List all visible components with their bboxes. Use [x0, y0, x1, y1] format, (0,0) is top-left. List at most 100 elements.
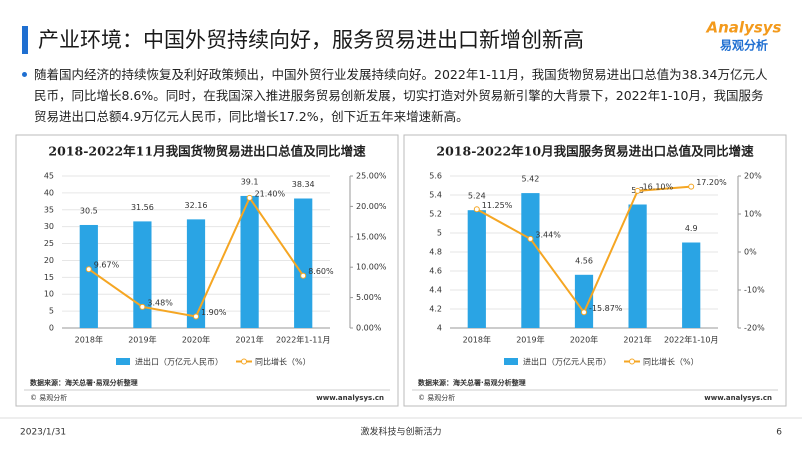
- y-tick-label: 35: [44, 205, 54, 214]
- line-marker: [581, 309, 587, 316]
- chart-frame: [403, 134, 787, 407]
- legend-label: 进出口（万亿元人民币）: [135, 357, 223, 367]
- x-tick-label: 2020年: [182, 335, 210, 345]
- y2-tick-label: 0.00%: [356, 324, 382, 333]
- y-tick-label: 30: [44, 222, 54, 231]
- y-tick-label: 15: [44, 273, 54, 282]
- legend-swatch: [241, 358, 247, 365]
- y-tick-label: 45: [44, 172, 54, 181]
- y-tick-label: 5: [437, 229, 442, 238]
- y-tick-label: 40: [44, 188, 54, 197]
- x-tick-label: 2019年: [516, 335, 544, 345]
- y2-tick-label: 10.00%: [356, 263, 387, 272]
- x-tick-label: 2021年: [235, 335, 263, 345]
- legend-swatch: [629, 358, 635, 365]
- y-tick-label: 25: [44, 239, 54, 248]
- line-label: 9.67%: [94, 261, 120, 270]
- bar-label: 39.1: [241, 177, 259, 186]
- bar: [240, 195, 259, 328]
- legend-swatch: [504, 358, 518, 365]
- x-tick-label: 2021年: [623, 335, 651, 345]
- y2-tick-label: 5.00%: [356, 293, 382, 302]
- chart-title: 2018-2022年11月我国货物贸易进出口总值及同比增速: [48, 144, 366, 159]
- y-tick-label: 4.8: [429, 248, 442, 257]
- legend-swatch: [116, 358, 130, 365]
- bar-label: 5.42: [521, 175, 539, 184]
- y-tick-label: 5.4: [429, 191, 442, 200]
- y-tick-label: 5.2: [429, 210, 442, 219]
- legend-label: 同比增长（%）: [643, 357, 699, 367]
- y-tick-label: 5: [49, 307, 54, 316]
- copyright: © 易观分析: [418, 393, 455, 402]
- footer-date: 2023/1/31: [20, 428, 66, 438]
- x-tick-label: 2022年1-11月: [276, 335, 331, 345]
- bar-label: 30.5: [80, 206, 98, 215]
- chart-frame: [15, 134, 399, 407]
- footer-slogan: 激发科技与创新活力: [360, 426, 441, 438]
- line-marker: [473, 206, 480, 213]
- line-label: 8.60%: [308, 267, 334, 276]
- bar: [574, 274, 594, 328]
- line-label: 3.44%: [535, 230, 561, 239]
- line-label: -15.87%: [589, 304, 623, 313]
- url: www.analysys.cn: [704, 394, 772, 402]
- y2-tick-label: 10%: [744, 210, 762, 219]
- line-label: 11.25%: [482, 201, 513, 210]
- y-tick-label: 0: [49, 324, 54, 333]
- line-marker: [139, 303, 146, 310]
- y-tick-label: 10: [44, 290, 54, 299]
- line-label: 16.10%: [643, 182, 674, 191]
- bullet-dot: [22, 72, 27, 77]
- y2-tick-label: 0%: [744, 248, 757, 257]
- bar: [628, 204, 647, 328]
- bar-label: 5.24: [468, 192, 486, 201]
- chart-title: 2018-2022年10月我国服务贸易进出口总值及同比增速: [436, 144, 754, 159]
- y2-tick-label: 25.00%: [356, 172, 387, 181]
- y2-tick-label: -10%: [744, 286, 765, 295]
- y2-tick-label: -20%: [744, 324, 765, 333]
- y2-tick-label: 20%: [744, 172, 762, 181]
- x-tick-label: 2020年: [570, 335, 598, 345]
- line-label: 17.20%: [696, 178, 727, 187]
- source: 数据来源：海关总署·易观分析整理: [30, 378, 138, 387]
- line-marker: [688, 183, 695, 190]
- line-label: 21.40%: [255, 189, 286, 198]
- x-tick-label: 2019年: [128, 335, 156, 345]
- url: www.analysys.cn: [316, 394, 384, 402]
- line-marker: [527, 235, 534, 242]
- y-tick-label: 5.6: [429, 172, 442, 181]
- bar-label: 4.9: [685, 224, 698, 233]
- x-tick-label: 2018年: [75, 335, 103, 345]
- y-tick-label: 4.6: [429, 267, 442, 276]
- bar: [682, 242, 701, 328]
- line-marker: [193, 313, 199, 320]
- page-number: 6: [776, 428, 782, 438]
- x-tick-label: 2018年: [463, 335, 491, 345]
- logo: Analysys: [706, 19, 782, 37]
- bar: [467, 210, 486, 328]
- x-tick-label: 2022年1-10月: [664, 335, 719, 345]
- y-tick-label: 20: [44, 256, 54, 265]
- bar: [79, 224, 98, 328]
- bar-label: 32.16: [185, 201, 208, 210]
- bar: [294, 198, 313, 328]
- bar-label: 4.56: [575, 256, 593, 265]
- legend-label: 进出口（万亿元人民币）: [523, 357, 611, 367]
- source: 数据来源：海关总署·易观分析整理: [418, 378, 526, 387]
- y2-tick-label: 15.00%: [356, 232, 387, 241]
- logo-cn: 易观分析: [720, 38, 768, 53]
- y2-tick-label: 20.00%: [356, 202, 387, 211]
- line-label: 1.90%: [201, 308, 227, 317]
- slide-title: 产业环境：中国外贸持续向好，服务贸易进出口新增创新高: [38, 28, 584, 52]
- line-marker: [85, 266, 92, 273]
- bar-label: 31.56: [131, 203, 154, 212]
- line-marker: [300, 272, 307, 279]
- bar: [521, 193, 540, 328]
- bar: [186, 219, 206, 328]
- bullet-text: 随着国内经济的持续恢复及利好政策频出，中国外贸行业发展持续向好。2022年1-1…: [34, 67, 768, 124]
- bar-label: 38.34: [292, 180, 315, 189]
- line-marker: [246, 194, 253, 201]
- line-label: 3.48%: [147, 298, 173, 307]
